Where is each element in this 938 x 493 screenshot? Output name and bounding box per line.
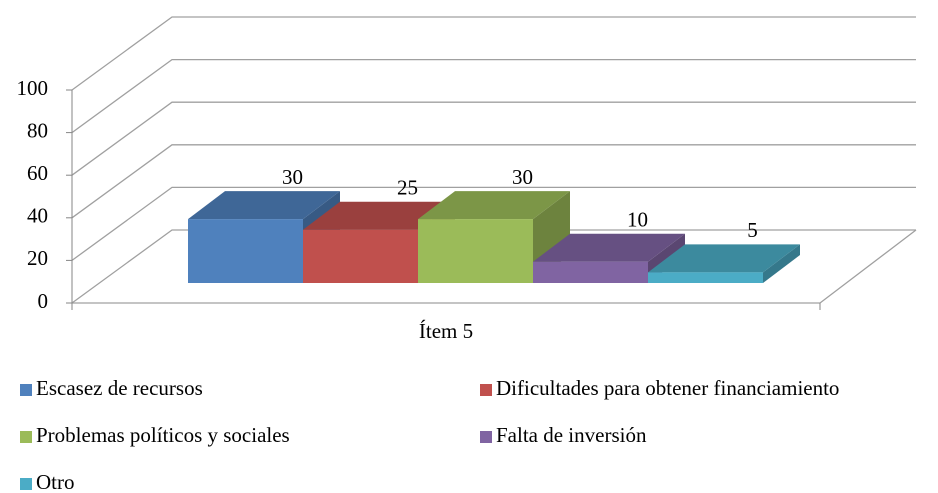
- y-tick-label: 40: [27, 204, 48, 228]
- bar-top: [303, 201, 455, 230]
- legend-swatch: [20, 478, 32, 490]
- bar-front: [188, 219, 303, 283]
- data-label: 30: [512, 165, 533, 189]
- data-label: 10: [627, 208, 648, 232]
- y-tick-label: 0: [38, 289, 49, 313]
- x-tick-label: Ítem 5: [419, 319, 473, 343]
- data-label: 30: [282, 165, 303, 189]
- grid-line: [71, 58, 916, 134]
- legend-swatch: [20, 384, 32, 396]
- bar-side: [763, 244, 800, 283]
- legend-label: Escasez de recursos: [36, 376, 203, 400]
- data-label: 5: [747, 218, 758, 242]
- grid-line: [71, 101, 916, 176]
- grid-line: [71, 144, 916, 219]
- data-label: 25: [397, 176, 418, 200]
- y-tick-label: 60: [27, 161, 48, 185]
- grid-line: [71, 186, 916, 261]
- legend-swatch: [20, 431, 32, 443]
- legend-swatch: [480, 384, 492, 396]
- bar: [648, 244, 800, 283]
- y-tick-label: 100: [17, 76, 49, 100]
- bar-top: [648, 244, 800, 273]
- y-tick-label: 80: [27, 118, 48, 142]
- bar-top: [418, 191, 570, 220]
- grid-line: [71, 16, 916, 91]
- legend-label: Dificultades para obtener financiamiento: [496, 376, 839, 400]
- bar-front: [533, 261, 648, 283]
- bar-front: [648, 272, 763, 283]
- legend-label: Problemas políticos y sociales: [36, 423, 290, 447]
- y-tick-label: 20: [27, 246, 48, 270]
- bar-front: [418, 219, 533, 283]
- bar-top: [188, 191, 340, 220]
- grid-line: [71, 229, 916, 304]
- bar-front: [303, 229, 418, 283]
- legend-label: Falta de inversión: [496, 423, 647, 447]
- legend-swatch: [480, 431, 492, 443]
- legend-label: Otro: [36, 470, 75, 493]
- bar-top: [533, 233, 685, 262]
